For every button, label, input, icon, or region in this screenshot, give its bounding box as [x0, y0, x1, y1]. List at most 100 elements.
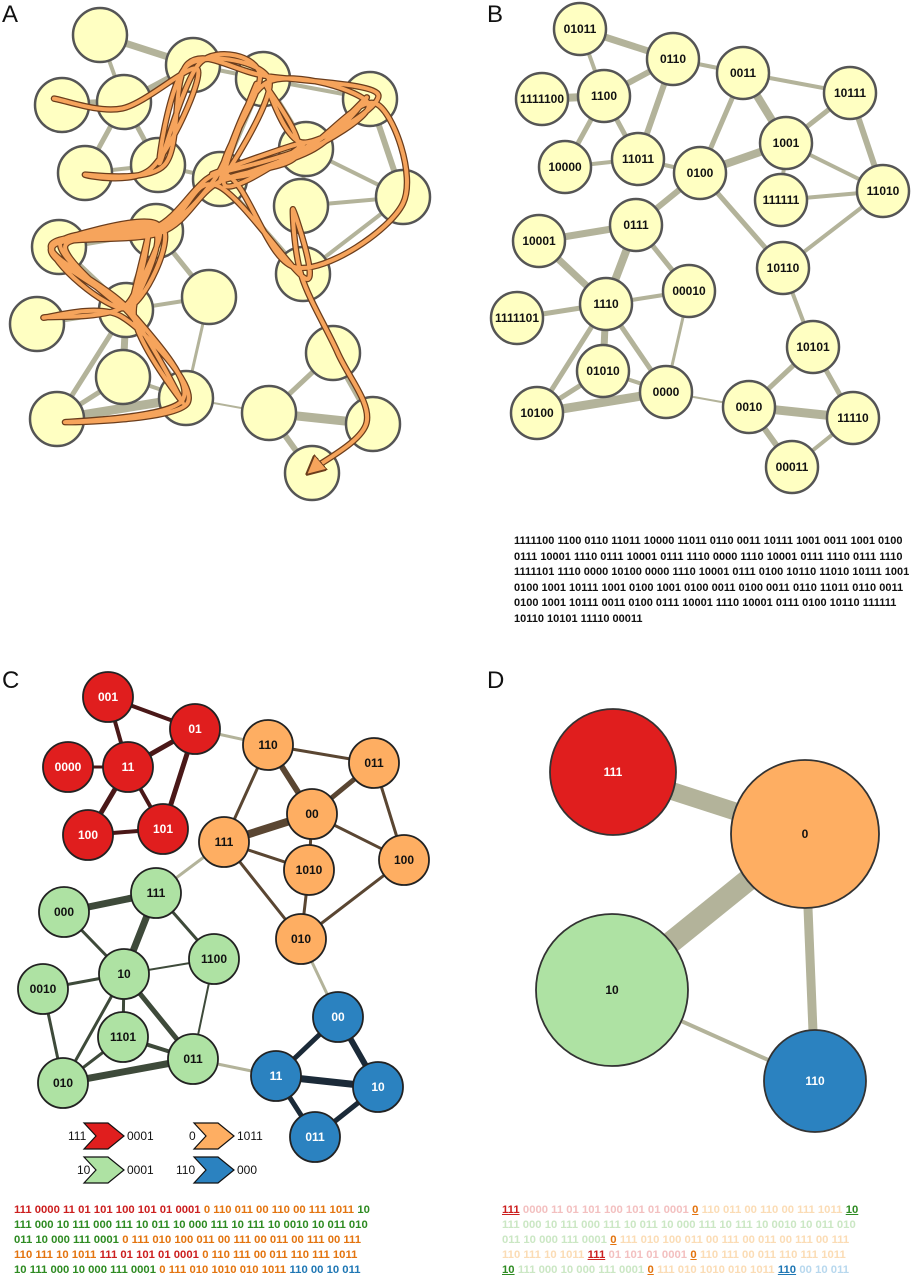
legend-prefix-red: 111 [68, 1129, 87, 1143]
panel-c-node-label: 1010 [296, 863, 323, 877]
panel-c-node-circle [198, 816, 250, 868]
panel-b-node-0011: 0011 [715, 45, 771, 101]
panel-b-node-circle [661, 263, 717, 319]
panel-d-sequence-faded-orange: 111 010 1010 010 1011 [657, 1264, 775, 1276]
panel-c-node-green-011: 011 [167, 1033, 219, 1085]
panel-c-sequence-segment-green: 10 111 000 10 000 111 0001 [14, 1264, 156, 1276]
panel-c-node-label: 001 [98, 690, 118, 704]
panel-c-node-orange-1010: 1010 [283, 844, 335, 896]
panel-c-node-label: 100 [78, 828, 98, 842]
panel-c-node-label: 100 [394, 853, 414, 867]
panel-c-node-label: 011 [364, 756, 384, 770]
panel-b-node-circle [552, 1, 608, 57]
panel-c-sequence-segment-green: 111 000 10 111 000 111 10 011 10 000 111… [14, 1219, 368, 1231]
panel-c-node-blue-10: 10 [352, 1061, 404, 1113]
panel-c-node-green-010: 010 [37, 1057, 89, 1109]
panel-b-node-circle [645, 31, 701, 87]
panel-b-node-10001: 10001 [511, 213, 567, 269]
legend-prefix-orange: 0 [189, 1129, 196, 1143]
panel-d-sequence-line: 111 000 10 111 000 111 10 011 10 000 111… [502, 1218, 862, 1233]
panel-d-sequence-faded-orange: 110 111 10 1011 [502, 1249, 585, 1261]
panel-b-node-01010: 01010 [575, 343, 631, 399]
panel-c-sequence-segment-orange: 0 110 011 00 110 00 111 1011 [203, 1204, 355, 1216]
panel-a-node [180, 268, 238, 326]
panel-c-colored-sequence: 111 0000 11 01 101 100 101 01 0001 0 110 … [14, 1203, 377, 1278]
panel-b-node-label: 1111101 [495, 311, 539, 325]
panel-b-node-01011: 01011 [552, 1, 608, 57]
panel-b-node-0000: 0000 [638, 364, 694, 420]
panel-b-node-label: 10110 [767, 261, 800, 275]
panel-c-node-label: 0010 [30, 982, 57, 996]
panel-b-node-label: 10000 [548, 160, 582, 174]
panel-c-node-red-0000: 0000 [42, 741, 94, 793]
panel-c-node-green-1101: 1101 [97, 1011, 149, 1063]
panel-b-sequence-text: 1111100 1100 0110 11011 10000 11011 0110… [514, 535, 910, 625]
panel-d-node-0: 0 [730, 759, 880, 909]
panel-c-node-label: 111 [215, 835, 234, 849]
panel-c-node-orange-010: 010 [275, 913, 327, 965]
panel-b-node-circle [608, 197, 664, 253]
panel-d-node-110: 110 [763, 1029, 867, 1133]
panel-c-legend: 111 0001 0 1011 10 0001 110 000 [68, 1122, 263, 1184]
panel-b-node-label: 1111100 [520, 92, 564, 106]
panel-c-node-green-1100: 1100 [188, 933, 240, 985]
panel-b-node-circle [753, 172, 809, 228]
panel-d-sequence-line: 011 10 000 111 0001 0 111 010 100 011 00 1… [502, 1233, 862, 1248]
panel-d-sequence-highlight-orange: 0 [610, 1234, 617, 1246]
panel-c-node-label: 1100 [201, 952, 227, 966]
panel-b-node-circle [758, 115, 814, 171]
panel-b-node-label: 11011 [622, 152, 654, 166]
panel-b-node-label: 10100 [520, 406, 554, 420]
legend-arrow-orange [192, 1122, 235, 1150]
panel-c-sequence-segment-orange: 110 111 10 1011 [14, 1249, 97, 1261]
panel-c-sequence-segment-red: 111 01 101 01 0001 [99, 1249, 199, 1261]
panel-c-node-circle [348, 737, 400, 789]
panel-c-node-circle [188, 933, 240, 985]
panel-c-node-label: 10 [371, 1080, 385, 1094]
panel-b-node-10100: 10100 [509, 385, 565, 441]
panel-c-node-label: 01 [188, 722, 202, 736]
panel-c-node-circle [286, 788, 338, 840]
panel-c-node-orange-100: 100 [378, 834, 430, 886]
panel-c-sequence-line: 111 000 10 111 000 111 10 011 10 000 111… [14, 1218, 373, 1233]
panel-label-a: A [2, 1, 18, 28]
panel-c-node-circle [312, 991, 364, 1043]
panel-d-highlighted-sequence: 111 0000 11 01 101 100 101 01 0001 0 110 01… [502, 1203, 865, 1278]
panel-d-sequence-highlight-orange: 0 [690, 1249, 697, 1261]
panel-b-node-label: 01011 [564, 22, 597, 36]
panel-c-node-circle [169, 703, 221, 755]
panel-c-sequence-segment-blue: 110 00 10 011 [289, 1264, 361, 1276]
panel-b-node-label: 10101 [796, 340, 830, 354]
panel-c-node-red-101: 101 [137, 803, 189, 855]
panel-c-node-circle [97, 1011, 149, 1063]
panel-a-trajectory-graph [8, 6, 432, 502]
panel-b-node-label: 00011 [776, 460, 809, 474]
panel-b-node-circle [514, 71, 570, 127]
panel-b-node-0111: 0111 [608, 197, 664, 253]
panel-d-sequence-highlight-red: 111 [587, 1249, 606, 1261]
panel-b-node-circle [511, 213, 567, 269]
panel-b-node-11110: 11110 [825, 390, 881, 446]
panel-b-node-10111: 10111 [822, 65, 878, 121]
panel-a-node [95, 73, 153, 131]
panel-c-node-green-111: 111 [130, 867, 182, 919]
panel-c-node-circle [130, 867, 182, 919]
panel-c-node-green-000: 000 [38, 886, 90, 938]
panel-b-node-0110: 0110 [645, 31, 701, 87]
panel-c-sequence-segment-red: 111 0000 11 01 101 100 101 01 0001 [14, 1204, 201, 1216]
panel-b-node-label: 00010 [672, 284, 706, 298]
panel-c-sequence-line: 011 10 000 111 0001 0 111 010 100 011 00 … [14, 1233, 373, 1248]
panel-b-node-circle [855, 163, 911, 219]
panel-b-node-circle [537, 139, 593, 195]
legend-suffix-blue: 000 [237, 1163, 257, 1177]
panel-d-sequence-faded-red: 01 101 01 0001 [608, 1249, 688, 1261]
panel-c-node-blue-011: 011 [289, 1111, 341, 1163]
panel-c-node-orange-111: 111 [198, 816, 250, 868]
panel-c-sequence-segment-green: 011 10 000 111 0001 [14, 1234, 119, 1246]
panel-d-sequence-faded-orange: 110 111 00 011 110 111 1011 [699, 1249, 846, 1261]
legend-prefix-green: 10 [77, 1163, 91, 1177]
panel-c-node-label: 11 [122, 760, 135, 774]
panel-d-node-111: 111 [549, 708, 677, 836]
panel-d-node-label: 111 [604, 765, 623, 779]
